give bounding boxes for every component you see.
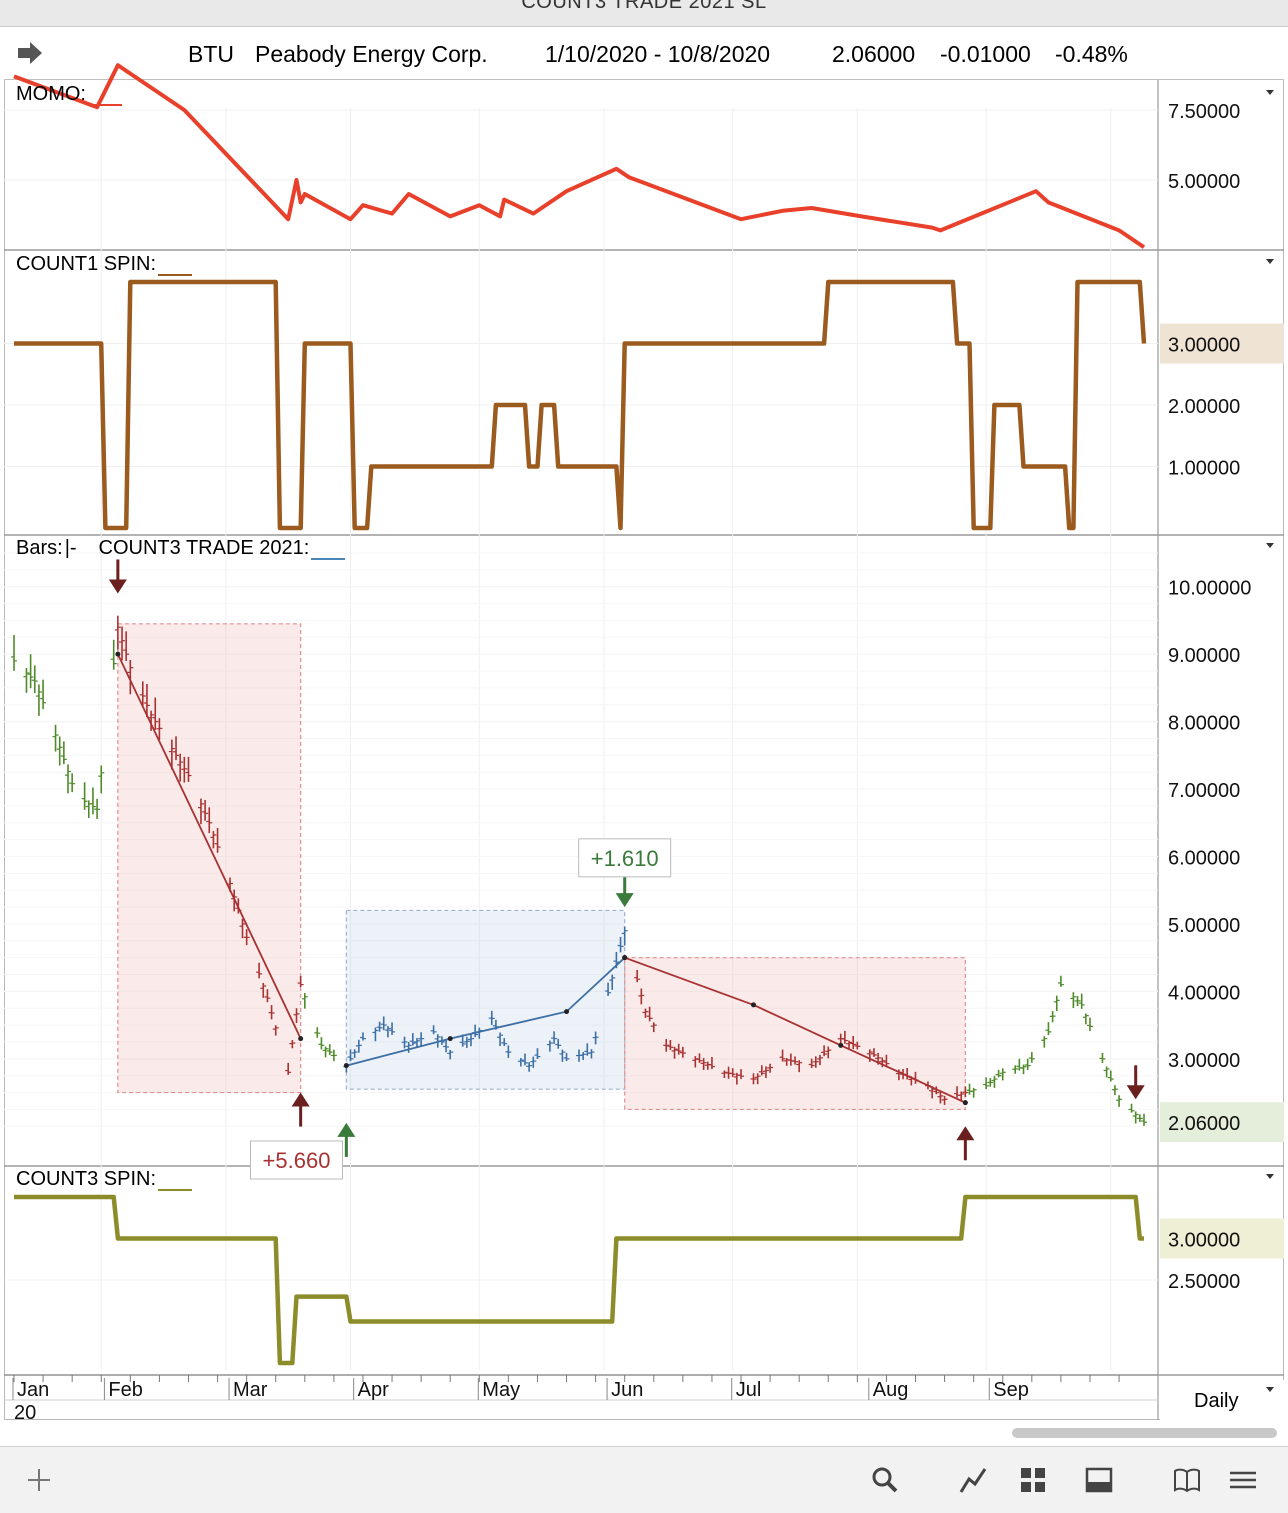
trade-path-short-2 <box>624 956 966 1104</box>
add-icon[interactable] <box>24 1465 54 1495</box>
layout-icon[interactable] <box>1084 1465 1114 1495</box>
trade-point <box>962 1100 968 1106</box>
trade-point <box>622 955 628 961</box>
date-range: 1/10/2020 - 10/8/2020 <box>545 41 771 67</box>
period-selector[interactable]: Daily <box>1160 1380 1284 1420</box>
price-label: Bars: |- COUNT3 TRADE 2021: <box>16 537 346 560</box>
count3-label: COUNT3 SPIN: <box>16 1168 193 1191</box>
window-title: COUNT3 TRADE 2021 SL <box>521 0 767 13</box>
window-title-bar: COUNT3 TRADE 2021 SL <box>0 0 1288 27</box>
buy-arrow <box>337 1122 356 1157</box>
x-month-label: Aug <box>873 1379 909 1401</box>
chart-frame <box>4 80 1284 1420</box>
annotation-trade-2-box <box>578 838 672 878</box>
price-menu-icon[interactable] <box>1266 543 1274 548</box>
cover-arrow <box>291 1092 310 1127</box>
price-change-pct: -0.48% <box>1055 41 1128 67</box>
search-icon[interactable] <box>870 1465 900 1495</box>
y-tick-label: 7.50000 <box>1168 101 1240 123</box>
count1-last-value-bg <box>1160 323 1284 364</box>
long-trade-box <box>345 909 626 1090</box>
x-month-label: Jan <box>17 1379 49 1401</box>
grid-icon[interactable] <box>1018 1465 1048 1495</box>
annotation-trade-2: +1.610 <box>591 846 659 871</box>
x-month-label: Apr <box>358 1379 389 1401</box>
price-last-value: 2.06000 <box>1168 1113 1240 1135</box>
y-tick-label: 6.00000 <box>1168 848 1240 870</box>
count1-label: COUNT1 SPIN: <box>16 253 193 276</box>
trade-point <box>750 1002 756 1008</box>
y-tick-label: 7.00000 <box>1168 780 1240 802</box>
menu-icon[interactable] <box>1228 1465 1258 1495</box>
annotation-trade-1: +5.660 <box>263 1148 331 1173</box>
sell-arrow-2 <box>615 873 634 908</box>
x-year-label: 20 <box>14 1402 36 1424</box>
y-tick-label: 9.00000 <box>1168 645 1240 667</box>
x-month-label: Mar <box>233 1379 268 1401</box>
quote-header: BTU Peabody Energy Corp. 1/10/2020 - 10/… <box>4 27 1284 80</box>
momo-label: MOMO: <box>16 83 122 106</box>
count3-menu-icon[interactable] <box>1266 1174 1274 1179</box>
trade-path-long <box>346 957 626 1067</box>
draw-icon[interactable] <box>958 1465 988 1495</box>
y-tick-label: 2.00000 <box>1168 396 1240 418</box>
x-month-label: May <box>482 1379 520 1401</box>
x-month-label: Feb <box>108 1379 142 1401</box>
annotation-trade-1-box <box>250 1140 343 1180</box>
arrow-right-icon[interactable] <box>16 39 44 67</box>
momo-series-line <box>13 63 1146 249</box>
short-trade-box-2 <box>624 957 966 1111</box>
trade-point <box>838 1042 844 1048</box>
y-tick-label: 2.50000 <box>1168 1271 1240 1293</box>
sell-arrow <box>108 559 127 594</box>
price-change: -0.01000 <box>940 41 1031 67</box>
y-tick-label: 1.00000 <box>1168 458 1240 480</box>
trade-path-short-1 <box>117 653 302 1039</box>
symbol: BTU <box>188 41 234 67</box>
count3-last-value: 3.00000 <box>1168 1230 1240 1252</box>
y-tick-label: 3.00000 <box>1168 1050 1240 1072</box>
y-tick-label: 8.00000 <box>1168 713 1240 735</box>
horizontal-scrollbar[interactable] <box>1012 1428 1277 1438</box>
count3-last-value-bg <box>1160 1218 1284 1259</box>
x-month-label: Sep <box>993 1379 1029 1401</box>
bottom-toolbar <box>0 1446 1288 1513</box>
x-month-label: Jun <box>611 1379 643 1401</box>
last-price: 2.06000 <box>832 41 916 67</box>
trade-point <box>298 1036 304 1042</box>
x-month-label: Jul <box>736 1379 762 1401</box>
trade-point <box>447 1036 453 1042</box>
y-tick-label: 5.00000 <box>1168 171 1240 193</box>
price-last-value-bg <box>1160 1102 1284 1143</box>
cover-arrow-2 <box>956 1126 975 1161</box>
count1-series-line <box>14 279 1147 531</box>
company-name: Peabody Energy Corp. <box>255 41 488 67</box>
count1-menu-icon[interactable] <box>1266 259 1274 264</box>
sell-arrow-3 <box>1126 1065 1145 1100</box>
short-trade-box-1 <box>117 623 302 1094</box>
momo-menu-icon[interactable] <box>1266 90 1274 95</box>
chart-canvas[interactable]: 7.50000 5.00000 3.00000 2.00000 1.00000 10.00… <box>0 0 1288 1446</box>
book-icon[interactable] <box>1172 1465 1202 1495</box>
y-tick-label: 4.00000 <box>1168 982 1240 1004</box>
trade-point <box>564 1009 570 1015</box>
y-tick-label: 10.00000 <box>1168 578 1251 600</box>
trade-point <box>343 1063 349 1069</box>
period-dropdown-icon[interactable] <box>1266 1387 1274 1392</box>
count1-last-value: 3.00000 <box>1168 335 1240 357</box>
y-tick-label: 5.00000 <box>1168 915 1240 937</box>
trade-point <box>115 651 121 657</box>
count3-series-line <box>14 1194 1144 1366</box>
